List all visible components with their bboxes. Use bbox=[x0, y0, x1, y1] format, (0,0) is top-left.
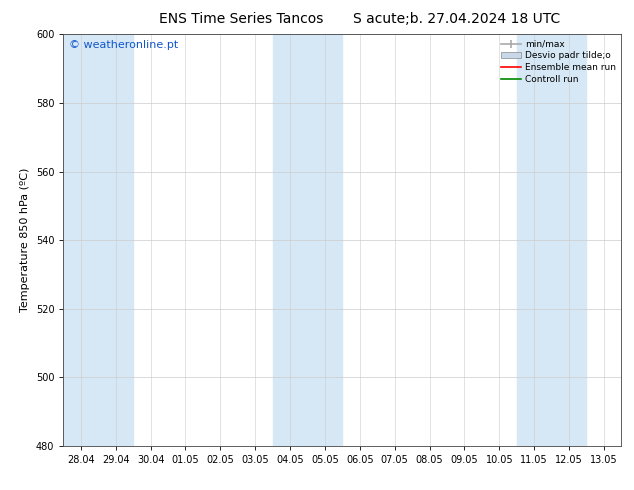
Legend: min/max, Desvio padr tilde;o, Ensemble mean run, Controll run: min/max, Desvio padr tilde;o, Ensemble m… bbox=[498, 36, 619, 87]
Text: © weatheronline.pt: © weatheronline.pt bbox=[69, 41, 178, 50]
Text: ENS Time Series Tancos: ENS Time Series Tancos bbox=[158, 12, 323, 26]
Bar bbox=[517, 34, 586, 446]
Text: S acute;b. 27.04.2024 18 UTC: S acute;b. 27.04.2024 18 UTC bbox=[353, 12, 560, 26]
Bar bbox=[63, 34, 133, 446]
Y-axis label: Temperature 850 hPa (ºC): Temperature 850 hPa (ºC) bbox=[20, 168, 30, 312]
Bar bbox=[273, 34, 342, 446]
